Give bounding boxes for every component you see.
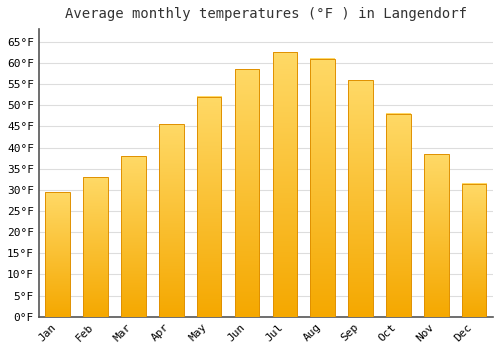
Bar <box>386 114 410 317</box>
Bar <box>462 183 486 317</box>
Bar <box>197 97 222 317</box>
Bar <box>310 59 335 317</box>
Bar <box>159 124 184 317</box>
Bar <box>234 69 260 317</box>
Title: Average monthly temperatures (°F ) in Langendorf: Average monthly temperatures (°F ) in La… <box>65 7 467 21</box>
Bar <box>348 80 373 317</box>
Bar <box>84 177 108 317</box>
Bar <box>272 52 297 317</box>
Bar <box>424 154 448 317</box>
Bar <box>121 156 146 317</box>
Bar <box>46 192 70 317</box>
